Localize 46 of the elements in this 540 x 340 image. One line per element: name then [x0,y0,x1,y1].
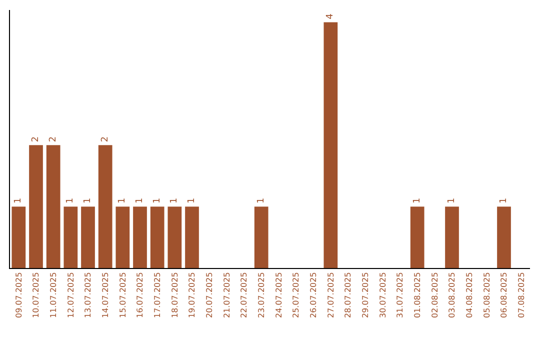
x-tick-label: 14.07.2025 [100,272,110,318]
x-tick-label: 17.07.2025 [152,272,162,318]
x-tick-label: 02.08.2025 [430,272,440,318]
data-label: 1 [66,198,76,204]
x-tick-label: 13.07.2025 [84,272,93,318]
x-tick-label: 20.07.2025 [204,272,214,318]
data-label: 1 [187,198,197,204]
x-tick-label: 18.07.2025 [170,272,180,318]
x-tick-label: 03.08.2025 [448,272,457,318]
x-tick-label: 24.07.2025 [274,272,284,318]
data-label: 1 [412,198,422,204]
x-tick-label: 22.07.2025 [240,272,249,318]
data-label: 2 [31,136,41,142]
x-tick-label: 07.08.2025 [516,272,526,318]
x-tick-label: 23.07.2025 [256,272,266,318]
data-label: 1 [170,198,180,204]
data-label: 1 [135,198,145,204]
x-tick-label: 09.07.2025 [14,272,24,318]
x-tick-label: 28.07.2025 [344,272,353,318]
x-tick-label: 21.07.2025 [222,272,232,318]
x-tick-label: 11.07.2025 [48,272,58,318]
x-tick-label: 04.08.2025 [464,272,474,318]
x-tick-label: 26.07.2025 [308,272,318,318]
data-label: 1 [447,198,457,204]
data-label: 1 [499,198,509,204]
data-label: 4 [326,13,336,20]
x-tick-label: 10.07.2025 [32,272,41,318]
data-label: 2 [48,136,58,142]
x-tick-label: 16.07.2025 [136,272,145,318]
x-tick-label: 01.08.2025 [412,272,422,318]
x-tick-label: 27.07.2025 [326,272,336,318]
x-tick-label: 12.07.2025 [66,272,76,318]
data-label: 1 [118,198,128,204]
x-tick-label: 30.07.2025 [378,272,388,318]
data-label: 1 [83,198,93,204]
x-tick-label: 31.07.2025 [396,272,405,318]
data-label: 2 [100,136,110,142]
data-label: 1 [152,198,162,204]
x-tick-label: 06.08.2025 [500,272,509,318]
x-tick-label: 05.08.2025 [482,272,492,318]
x-tick-label: 25.07.2025 [292,272,301,318]
x-tick-label: 29.07.2025 [360,272,370,318]
x-tick-label: 15.07.2025 [118,272,128,318]
data-label: 1 [256,198,266,204]
data-label: 1 [14,198,24,204]
x-tick-label: 19.07.2025 [188,272,197,318]
